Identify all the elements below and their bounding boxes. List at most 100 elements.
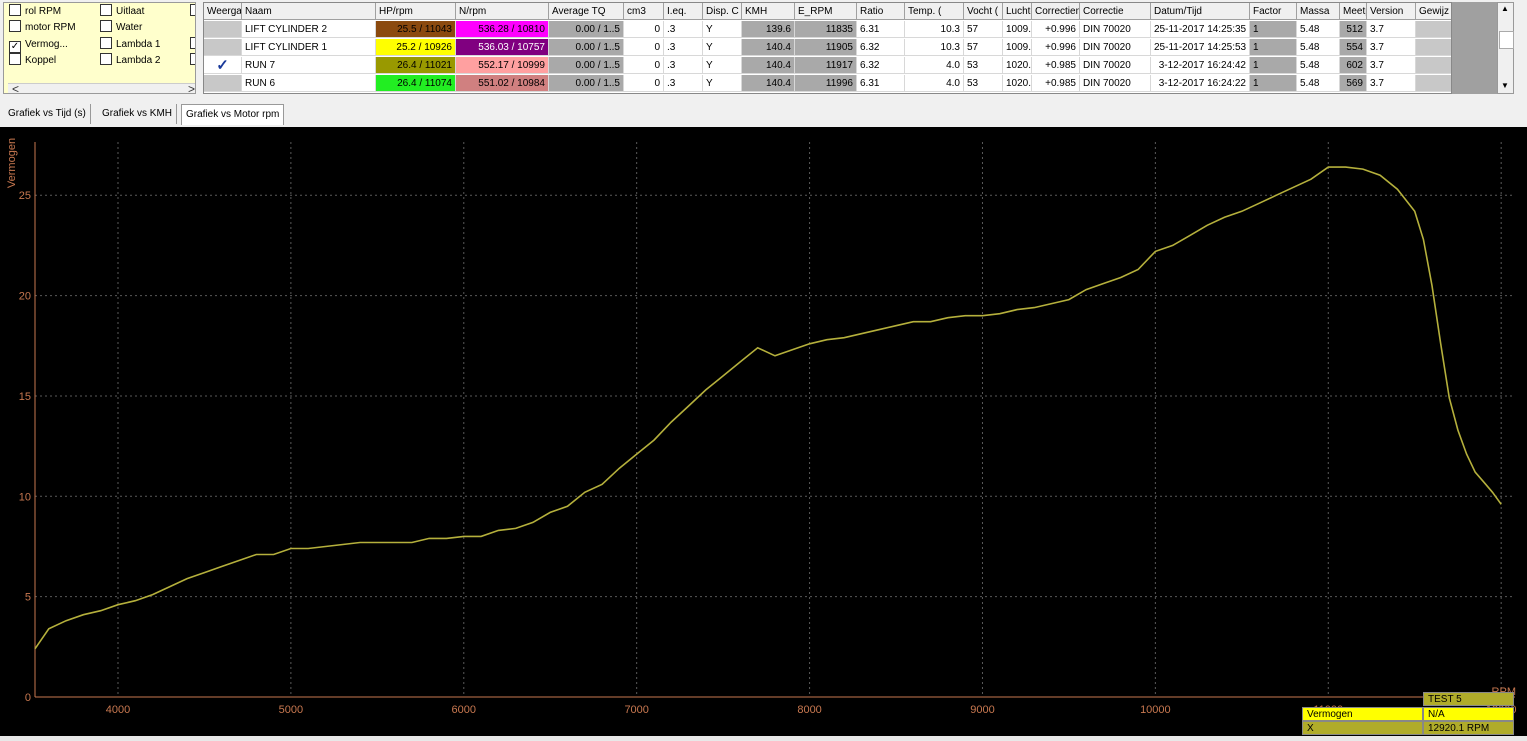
column-header-factor[interactable]: Factor <box>1250 3 1297 20</box>
table-cell-gewijz <box>1416 57 1451 74</box>
table-cell-luchtd: 1009.0 <box>1003 21 1032 38</box>
table-cell-ieq: .3 <box>664 21 703 38</box>
scroll-up-icon[interactable]: ▲ <box>1501 4 1509 13</box>
checkbox-empty-icon[interactable] <box>100 37 112 49</box>
table-cell-ratio: 6.32 <box>857 57 905 74</box>
table-cell-ieq: .3 <box>664 57 703 74</box>
readout-x-label: X <box>1302 721 1423 735</box>
scroll-thumb[interactable] <box>1499 31 1514 49</box>
readout-vermogen-label: Vermogen <box>1302 707 1423 721</box>
scroll-right-icon[interactable]: > <box>188 82 196 94</box>
checkbox-empty-icon[interactable] <box>9 53 21 65</box>
table-cell-ieq: .3 <box>664 75 703 92</box>
table-cell-corrm: +0.996 <box>1032 21 1080 38</box>
column-header-version[interactable]: Version <box>1367 3 1416 20</box>
column-header-datum[interactable]: Datum/Tijd <box>1151 3 1250 20</box>
column-header-temp[interactable]: Temp. ( <box>905 3 964 20</box>
scroll-down-icon[interactable]: ▼ <box>1501 81 1509 90</box>
table-cell-avgtq: 0.00 / 1..5 <box>549 39 624 56</box>
column-header-corr[interactable]: Correctie <box>1080 3 1151 20</box>
table-cell-factor: 1 <box>1250 21 1297 38</box>
column-header-massa[interactable]: Massa <box>1297 3 1340 20</box>
table-cell-datum: 3-12-2017 16:24:42 <box>1151 57 1250 74</box>
checkbox-empty-icon[interactable] <box>9 20 21 32</box>
table-cell-cm3: 0 <box>624 75 664 92</box>
column-header-cm3[interactable]: cm3 <box>624 3 664 20</box>
channel-checkbox-panel: rol RPM Uitlaat motor RPM Water ✓ Vermog... La… <box>3 2 196 94</box>
checkbox-clipped[interactable] <box>190 37 195 52</box>
column-header-disp[interactable]: Disp. C <box>703 3 742 20</box>
status-bar <box>0 736 1527 741</box>
table-cell-factor: 1 <box>1250 75 1297 92</box>
checkbox-clipped[interactable] <box>190 4 195 19</box>
table-cell-meetpu: 512 <box>1340 21 1367 38</box>
table-cell-massa: 5.48 <box>1297 21 1340 38</box>
checkbox-uitlaat[interactable]: Uitlaat <box>100 4 144 19</box>
column-header-avgtq[interactable]: Average TQ <box>549 3 624 20</box>
checkbox-rol-rpm[interactable]: rol RPM <box>9 4 61 19</box>
readout-vermogen-value: N/A <box>1423 707 1514 721</box>
power-chart-svg: 0510152025400050006000700080009000100001… <box>6 138 1516 716</box>
table-cell-vocht: 53 <box>964 75 1003 92</box>
column-header-n[interactable]: N/rpm <box>456 3 549 20</box>
checkbox-lambda-2[interactable]: Lambda 2 <box>100 53 160 68</box>
scroll-left-icon[interactable]: < <box>12 82 20 94</box>
column-header-luchtd[interactable]: Luchtd <box>1003 3 1032 20</box>
column-header-kmh[interactable]: KMH <box>742 3 795 20</box>
column-header-hp[interactable]: HP/rpm <box>376 3 456 20</box>
checkbox-motor-rpm[interactable]: motor RPM <box>9 20 76 35</box>
readout-test-label: TEST 5 <box>1423 692 1514 706</box>
table-cell-disp: Y <box>703 39 742 56</box>
column-header-naam[interactable]: Naam <box>242 3 376 20</box>
checkbox-empty-icon[interactable] <box>9 4 21 16</box>
y-axis-label: Vermogen <box>6 138 18 188</box>
checkbox-horizontal-scrollbar[interactable]: < > <box>8 82 196 94</box>
x-tick-label: 5000 <box>279 704 303 716</box>
table-vertical-scrollbar[interactable]: ▲ ▼ <box>1497 2 1514 94</box>
x-tick-label: 4000 <box>106 704 130 716</box>
table-cell-naam: LIFT CYLINDER 1 <box>242 39 376 56</box>
tab-grafiek-vs-tijd-s[interactable]: Grafiek vs Tijd (s) <box>4 104 91 124</box>
tab-grafiek-vs-motor-rpm[interactable]: Grafiek vs Motor rpm <box>181 104 285 125</box>
table-cell-version: 3.7 <box>1367 39 1416 56</box>
column-header-gewijz[interactable]: Gewijz <box>1416 3 1451 20</box>
y-tick-label: 5 <box>25 592 31 604</box>
table-cell-erpm: 11996 <box>795 75 857 92</box>
x-tick-label: 9000 <box>970 704 994 716</box>
checkbox-lambda-1[interactable]: Lambda 1 <box>100 37 160 52</box>
checkbox-vermog[interactable]: ✓ Vermog... <box>9 37 68 53</box>
table-cell-factor: 1 <box>1250 39 1297 56</box>
table-cell-avgtq: 0.00 / 1..5 <box>549 75 624 92</box>
table-cell-meetpu: 602 <box>1340 57 1367 74</box>
y-tick-label: 0 <box>25 692 31 704</box>
checkbox-clipped[interactable] <box>190 53 195 68</box>
checkbox-empty-icon[interactable] <box>100 4 112 16</box>
column-header-weergave[interactable]: Weerga <box>204 3 242 20</box>
table-cell-weergave[interactable] <box>204 39 242 56</box>
column-header-meetpu[interactable]: Meetpu <box>1340 3 1367 20</box>
checkbox-checked-icon[interactable]: ✓ <box>9 41 21 53</box>
table-cell-version: 3.7 <box>1367 21 1416 38</box>
column-header-vocht[interactable]: Vocht ( <box>964 3 1003 20</box>
table-cell-corrm: +0.985 <box>1032 57 1080 74</box>
checkbox-koppel[interactable]: Koppel <box>9 53 56 68</box>
table-cell-n: 552.17 / 10999 <box>456 57 549 74</box>
table-cell-weergave[interactable] <box>204 21 242 38</box>
table-cell-version: 3.7 <box>1367 57 1416 74</box>
top-panel: rol RPM Uitlaat motor RPM Water ✓ Vermog... La… <box>0 0 1527 100</box>
table-cell-kmh: 139.6 <box>742 21 795 38</box>
table-cell-version: 3.7 <box>1367 75 1416 92</box>
column-header-ratio[interactable]: Ratio <box>857 3 905 20</box>
tab-grafiek-vs-kmh[interactable]: Grafiek vs KMH <box>98 104 178 124</box>
column-header-corrm[interactable]: Correctiemeth <box>1032 3 1080 20</box>
power-chart[interactable]: 0 5 10 15 20 25 4000 5000 6000 7000 8000 9000 10000 1… <box>0 127 1527 736</box>
table-cell-corrm: +0.996 <box>1032 39 1080 56</box>
column-header-ieq[interactable]: I.eq. <box>664 3 703 20</box>
checkbox-water[interactable]: Water <box>100 20 142 35</box>
table-cell-weergave[interactable]: ✓ <box>204 57 242 74</box>
table-cell-hp: 26.4 / 11021 <box>376 57 456 74</box>
checkbox-empty-icon[interactable] <box>100 53 112 65</box>
column-header-erpm[interactable]: E_RPM <box>795 3 857 20</box>
checkbox-empty-icon[interactable] <box>100 20 112 32</box>
table-cell-weergave[interactable] <box>204 75 242 92</box>
